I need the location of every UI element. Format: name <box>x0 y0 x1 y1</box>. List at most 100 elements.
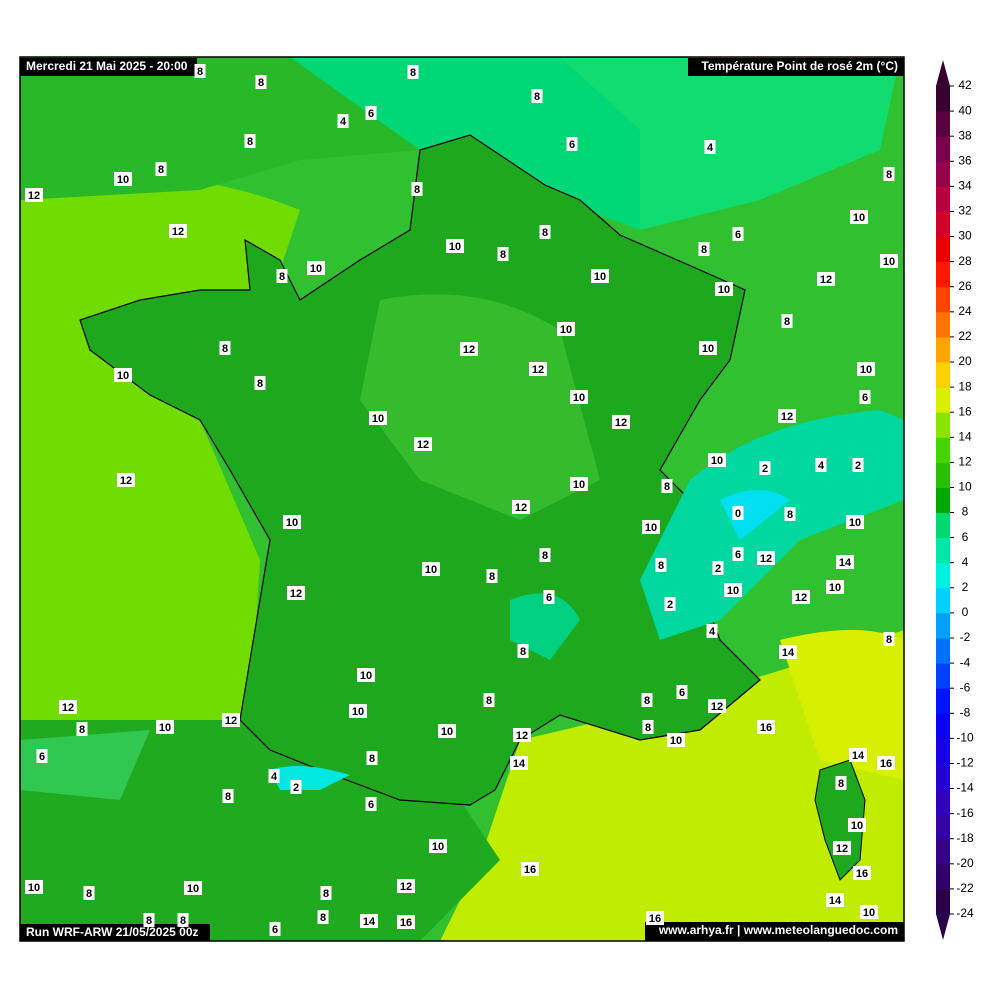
point-label: 8 <box>197 66 203 78</box>
label-box <box>704 140 716 154</box>
colorbar-tick-label: 32 <box>958 204 972 218</box>
point-label: 10 <box>28 882 40 894</box>
label-box <box>184 881 202 895</box>
point-label: 8 <box>658 560 664 572</box>
point-label: 10 <box>360 670 372 682</box>
colorbar-tick-label: -24 <box>956 906 974 920</box>
credit: www.arhya.fr | www.meteolanguedoc.com <box>658 923 898 937</box>
point-label: 4 <box>707 142 714 154</box>
title: Température Point de rosé 2m (°C) <box>701 59 898 73</box>
point-label: 8 <box>644 695 650 707</box>
point-label: 2 <box>762 463 768 475</box>
colorbar-tick-label: -18 <box>956 831 974 845</box>
colorbar-segment <box>936 537 950 564</box>
colorbar-tick-label: -16 <box>956 806 974 820</box>
point-label: 12 <box>62 702 74 714</box>
label-box <box>414 437 432 451</box>
point-label: 14 <box>839 557 852 569</box>
colorbar-tick-label: 28 <box>958 254 972 268</box>
label-box <box>194 64 206 78</box>
colorbar-segment <box>936 136 950 162</box>
label-box <box>853 866 871 880</box>
point-label: 6 <box>679 687 685 699</box>
point-label: 12 <box>463 344 475 356</box>
point-label: 10 <box>853 212 865 224</box>
label-box <box>708 699 726 713</box>
point-label: 6 <box>735 549 741 561</box>
label-box <box>397 915 415 929</box>
label-box <box>883 632 895 646</box>
point-label: 6 <box>368 799 374 811</box>
point-label: 10 <box>560 324 572 336</box>
point-label: 6 <box>569 139 575 151</box>
colorbar-segment <box>936 587 950 614</box>
point-label: 4 <box>709 626 716 638</box>
colorbar-segment <box>936 261 950 288</box>
colorbar-tick-label: -10 <box>956 731 974 745</box>
label-box <box>570 390 588 404</box>
label-box <box>661 479 673 493</box>
label-box <box>566 137 578 151</box>
label-box <box>539 548 551 562</box>
point-label: 10 <box>159 722 171 734</box>
point-label: 8 <box>247 136 253 148</box>
label-box <box>815 458 827 472</box>
label-box <box>848 818 866 832</box>
point-label: 8 <box>489 571 495 583</box>
label-box <box>512 500 530 514</box>
point-label: 10 <box>645 522 657 534</box>
label-box <box>83 886 95 900</box>
label-box <box>483 693 495 707</box>
point-label: 10 <box>286 517 298 529</box>
date: Mercredi 21 Mai 2025 - 20:00 <box>26 59 188 73</box>
label-box <box>715 282 733 296</box>
colorbar-tick-label: -20 <box>956 856 974 870</box>
colorbar-segment <box>936 362 950 388</box>
label-box <box>254 376 266 390</box>
label-box <box>255 75 267 89</box>
point-label: 8 <box>542 550 548 562</box>
label-box <box>698 242 710 256</box>
colorbar-tick-label: -6 <box>960 680 971 694</box>
label-box <box>143 913 155 927</box>
label-box <box>757 551 775 565</box>
date-box <box>20 58 197 76</box>
label-box <box>732 547 744 561</box>
label-box <box>706 624 718 638</box>
point-label: 14 <box>829 895 842 907</box>
point-label: 4 <box>818 460 825 472</box>
colorbar-arrow-bottom <box>936 914 950 940</box>
label-box <box>852 458 864 472</box>
colorbar-segment <box>936 512 950 539</box>
label-box <box>244 134 256 148</box>
map-frame <box>19 56 905 942</box>
label-box <box>850 210 868 224</box>
point-label: 10 <box>449 241 461 253</box>
point-label: 12 <box>225 715 237 727</box>
label-box <box>317 910 329 924</box>
label-box <box>156 720 174 734</box>
point-label: 10 <box>117 174 129 186</box>
point-label: 10 <box>117 370 129 382</box>
label-box <box>486 569 498 583</box>
label-box <box>36 749 48 763</box>
point-label: 12 <box>615 417 627 429</box>
label-box <box>365 797 377 811</box>
point-label: 4 <box>271 771 278 783</box>
label-box <box>642 520 660 534</box>
point-label: 10 <box>425 564 437 576</box>
point-label: 8 <box>486 695 492 707</box>
colorbar-segment <box>936 888 950 915</box>
point-label: 8 <box>257 378 263 390</box>
label-box <box>826 893 844 907</box>
colorbar-segment <box>936 713 950 739</box>
label-box <box>860 905 878 919</box>
label-box <box>732 227 744 241</box>
point-label: 16 <box>649 913 661 925</box>
label-box <box>513 728 531 742</box>
point-label: 8 <box>520 646 526 658</box>
label-box <box>570 477 588 491</box>
point-label: 8 <box>258 77 264 89</box>
label-box <box>529 362 547 376</box>
colorbar-tick-label: -8 <box>960 705 971 719</box>
